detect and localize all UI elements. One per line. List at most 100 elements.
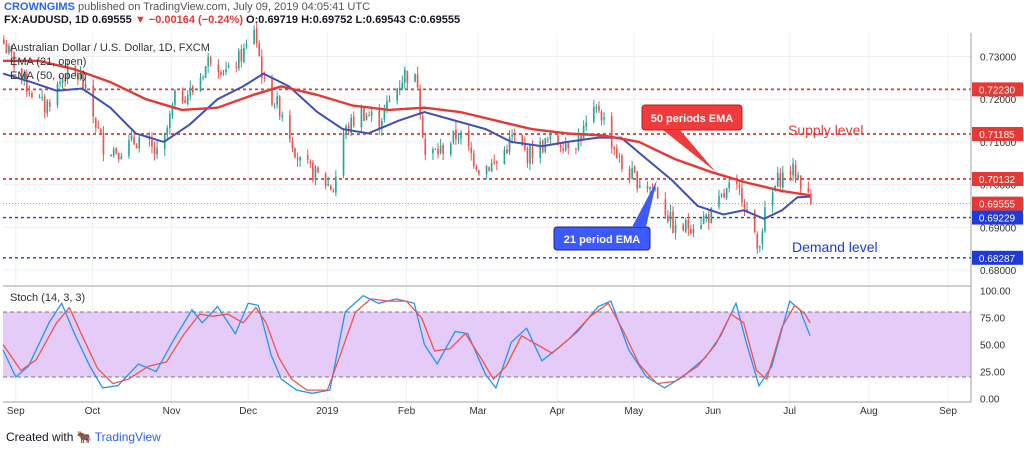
candle-body [651, 187, 654, 189]
candle-body [416, 74, 419, 88]
ema21-callout-label: 21 period EMA [564, 234, 640, 246]
y-tick-label: 0.72000 [980, 95, 1017, 106]
candle-body [705, 215, 708, 218]
candle-body [61, 78, 64, 84]
candle-body [82, 73, 84, 88]
candle-body [271, 77, 273, 105]
tradingview-logo-icon[interactable]: 🐂 [76, 430, 92, 444]
candle-body [100, 128, 102, 133]
candle-body [112, 149, 115, 157]
candle-body [3, 39, 5, 44]
x-tick-label: Jun [705, 406, 721, 417]
candle-body [181, 91, 184, 102]
candle-body [674, 224, 677, 233]
candle-body [485, 165, 488, 175]
x-tick-label: Nov [163, 406, 181, 417]
candle-body [388, 100, 391, 102]
candle-body [529, 145, 531, 165]
candle-body [79, 73, 82, 81]
candle-body [513, 135, 516, 137]
candle-body [439, 145, 442, 153]
candle-body [457, 138, 460, 140]
stoch-y-tick-label: 75.00 [980, 313, 1005, 324]
candle-body [761, 231, 764, 245]
stoch-y-tick-label: 25.00 [980, 368, 1005, 379]
candle-body [669, 212, 672, 222]
tradingview-brand[interactable]: TradingView [94, 430, 161, 444]
candle-body [48, 102, 51, 107]
candle-body [478, 170, 480, 174]
candle-body [327, 184, 330, 186]
candle-body [720, 194, 723, 197]
candle-body [335, 176, 337, 193]
candle-body [449, 143, 452, 155]
candle-body [442, 145, 444, 154]
candle-body [350, 117, 353, 133]
candle-body [291, 140, 294, 149]
candle-body [672, 211, 674, 234]
x-tick-label: Oct [85, 406, 101, 417]
candle-body [306, 155, 309, 160]
horizontal-levels [3, 88, 971, 259]
candle-body [567, 142, 570, 149]
candle-body [707, 214, 710, 223]
candle-body [490, 162, 493, 172]
x-tick-label: Jul [783, 406, 796, 417]
candle-body [401, 82, 404, 89]
candle-body [110, 154, 112, 156]
candle-body [470, 147, 473, 154]
price-tag-box [972, 250, 1023, 265]
candle-body [638, 185, 641, 188]
candle-body [557, 135, 559, 145]
candle-body [278, 96, 281, 117]
candle-body [577, 135, 580, 150]
candle-body [97, 127, 100, 129]
candle-body [437, 148, 439, 155]
candle-body [92, 85, 95, 117]
price-tag-box [972, 82, 1023, 97]
candle-body [628, 168, 631, 180]
candle-body [28, 93, 31, 95]
candle-body [718, 195, 720, 207]
candle-body [621, 155, 623, 169]
demand-level-label: Demand level [792, 239, 878, 255]
candle-body [363, 108, 365, 122]
candle-body [460, 131, 462, 139]
candle-body [690, 228, 692, 234]
candle-body [202, 77, 204, 79]
candle-body [169, 114, 171, 129]
candle-body [156, 148, 158, 155]
ema50-line [3, 59, 811, 197]
candle-body [309, 161, 312, 164]
candle-body [31, 93, 33, 98]
candle-body [38, 96, 41, 98]
candle-body [237, 50, 240, 69]
candle-body [633, 166, 636, 173]
author-name[interactable]: CROWNGIMS [4, 1, 75, 13]
candle-body [511, 134, 513, 137]
candle-body [43, 96, 46, 113]
stoch-y-tick-label: 0.00 [980, 395, 1000, 406]
candle-body [736, 181, 738, 184]
candle-body [636, 171, 639, 190]
candle-body [5, 44, 8, 54]
candle-body [792, 163, 794, 176]
candle-body [23, 73, 26, 79]
candle-body [700, 225, 702, 229]
candle-body [753, 210, 756, 233]
candle-body [273, 105, 276, 107]
candle-body [434, 148, 437, 150]
candle-body [135, 145, 138, 149]
ema50-callout-label: 50 periods EMA [651, 113, 734, 125]
price-pane[interactable] [3, 33, 971, 285]
y-tick-label: 0.68000 [980, 266, 1017, 277]
candle-body [649, 186, 651, 190]
candle-body [120, 156, 123, 160]
candle-body [488, 167, 490, 171]
candle-body [776, 172, 779, 187]
candle-body [204, 66, 207, 78]
y-tick-label: 0.73000 [980, 52, 1017, 63]
candle-body [531, 146, 534, 159]
candle-body [171, 105, 174, 116]
